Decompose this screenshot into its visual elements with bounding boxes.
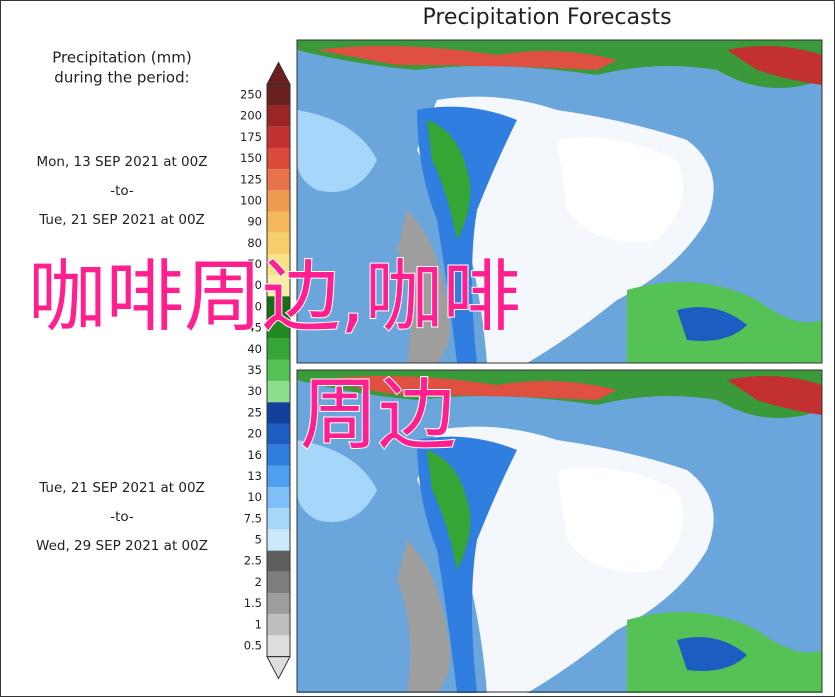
color-swatch bbox=[267, 126, 290, 148]
level-label: 25 bbox=[247, 405, 262, 419]
level-label: 90 bbox=[247, 215, 262, 229]
legend-title: Precipitation (mm) bbox=[52, 49, 191, 67]
color-swatch bbox=[267, 529, 290, 551]
map-top-frame bbox=[296, 39, 823, 364]
level-label: 30 bbox=[247, 384, 262, 398]
level-label: 45 bbox=[247, 321, 262, 335]
legend-title: during the period: bbox=[54, 69, 189, 87]
color-swatch bbox=[267, 423, 290, 445]
color-swatch bbox=[267, 635, 290, 657]
period-sep: -to- bbox=[110, 183, 134, 199]
color-swatch bbox=[267, 338, 290, 360]
color-swatch bbox=[267, 550, 290, 572]
period-start: Mon, 13 SEP 2021 at 00Z bbox=[37, 154, 208, 170]
period-start: Tue, 21 SEP 2021 at 00Z bbox=[38, 480, 205, 496]
period-end: Tue, 21 SEP 2021 at 00Z bbox=[38, 212, 205, 228]
color-swatch bbox=[267, 317, 290, 339]
color-swatch bbox=[267, 147, 290, 170]
level-label: 35 bbox=[247, 363, 262, 377]
level-label: 10 bbox=[247, 490, 262, 504]
level-label: 2.5 bbox=[244, 554, 262, 568]
color-swatch bbox=[267, 253, 290, 276]
watermark: 咖啡周边,咖啡 bbox=[28, 252, 521, 342]
color-swatch bbox=[267, 614, 290, 636]
period-sep: -to- bbox=[110, 509, 134, 525]
title: Precipitation Forecasts bbox=[422, 5, 671, 30]
color-swatch bbox=[267, 444, 290, 466]
color-swatch bbox=[267, 211, 290, 233]
period-end: Wed, 29 SEP 2021 at 00Z bbox=[36, 538, 208, 554]
color-swatch bbox=[267, 190, 290, 212]
level-label: 70 bbox=[247, 257, 262, 271]
level-label: 13 bbox=[247, 469, 262, 483]
level-label: 150 bbox=[240, 151, 262, 165]
color-swatch bbox=[267, 487, 290, 509]
color-swatch bbox=[267, 465, 290, 488]
watermark: 周边 bbox=[300, 370, 456, 460]
level-label: 5 bbox=[255, 533, 262, 547]
level-label: 80 bbox=[247, 236, 262, 250]
color-swatch bbox=[267, 169, 290, 191]
color-swatch bbox=[267, 508, 290, 530]
level-label: 7.5 bbox=[244, 511, 262, 525]
color-swatch bbox=[267, 84, 290, 106]
level-label: 125 bbox=[240, 172, 262, 186]
colorbar-frame bbox=[266, 83, 291, 658]
level-label: 50 bbox=[247, 299, 262, 313]
map-bottom-frame bbox=[296, 369, 823, 693]
level-label: 200 bbox=[240, 109, 262, 123]
color-swatch bbox=[267, 275, 290, 297]
level-label: 16 bbox=[247, 448, 262, 462]
color-swatch bbox=[267, 296, 290, 318]
color-swatch bbox=[267, 571, 290, 594]
color-swatch bbox=[267, 232, 290, 254]
level-label: 60 bbox=[247, 278, 262, 292]
level-label: 20 bbox=[247, 427, 262, 441]
level-label: 1 bbox=[255, 617, 262, 631]
level-label: 175 bbox=[240, 130, 262, 144]
color-swatch bbox=[267, 593, 290, 615]
color-swatch bbox=[267, 402, 290, 424]
color-swatch bbox=[267, 359, 290, 382]
level-label: 40 bbox=[247, 342, 262, 356]
level-label: 250 bbox=[240, 88, 262, 102]
level-label: 2 bbox=[255, 575, 262, 589]
color-swatch bbox=[267, 381, 290, 403]
colorbar-arrow-bottom bbox=[266, 656, 291, 680]
color-swatch bbox=[267, 105, 290, 127]
level-label: 0.5 bbox=[244, 639, 262, 653]
level-label: 1.5 bbox=[244, 596, 262, 610]
colorbar-arrow-top bbox=[266, 61, 291, 85]
level-label: 100 bbox=[240, 193, 262, 207]
